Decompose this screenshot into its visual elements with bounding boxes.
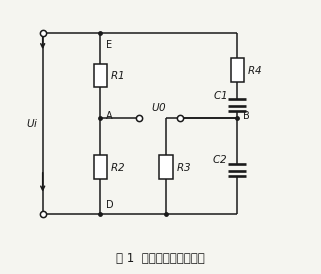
Text: 图 1  文氏电桥滤波器电路: 图 1 文氏电桥滤波器电路: [116, 252, 205, 266]
Text: $R$3: $R$3: [176, 161, 191, 173]
Text: $U$0: $U$0: [151, 101, 167, 113]
Bar: [231, 58, 244, 82]
Text: B: B: [243, 112, 249, 121]
Text: D: D: [106, 200, 113, 210]
Bar: [160, 156, 173, 179]
Text: $R$4: $R$4: [247, 64, 262, 76]
Text: $C$2: $C$2: [213, 153, 228, 165]
Text: $R$2: $R$2: [110, 161, 125, 173]
Text: $C$1: $C$1: [213, 89, 228, 101]
Bar: [94, 156, 107, 179]
Text: $R$1: $R$1: [110, 69, 124, 81]
Text: E: E: [106, 40, 112, 50]
Text: $U$i: $U$i: [25, 117, 38, 129]
Text: A: A: [106, 112, 112, 121]
Bar: [94, 64, 107, 87]
